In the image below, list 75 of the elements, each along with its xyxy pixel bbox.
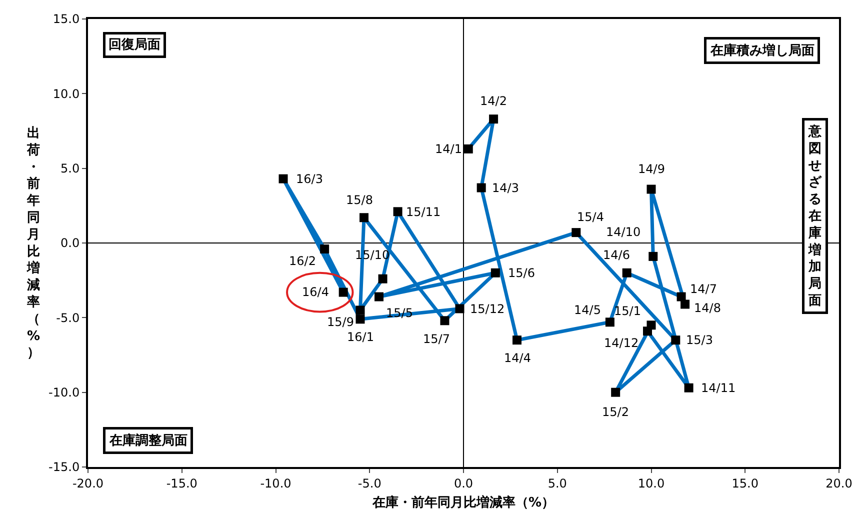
annotation: 回復局面 (108, 38, 160, 52)
annotation: 14/12 (604, 336, 639, 350)
x-axis-title: 在庫・前年同月比増減率（%） (371, 494, 555, 510)
point (646, 320, 656, 330)
x-tick-label: -10.0 (260, 476, 292, 490)
annotation: 14/6 (603, 248, 630, 262)
point (320, 244, 330, 254)
y-tick-label: -15.0 (48, 460, 80, 474)
text: 出荷・前年同月比増減率（%） (26, 126, 40, 361)
annotation: 14/1 (435, 142, 462, 156)
annotation: 15/9 (327, 315, 354, 329)
point (646, 184, 656, 194)
x-tick-label: -5.0 (358, 476, 382, 490)
x-tick-label: 15.0 (732, 476, 758, 490)
annotation: 14/4 (504, 351, 531, 365)
annotation: 15/4 (577, 210, 604, 224)
annotation: 16/3 (296, 172, 323, 186)
x-tick-label: -20.0 (72, 476, 104, 490)
annotation: 15/8 (346, 193, 373, 207)
annotation: 在庫積み増し局面 (710, 42, 814, 58)
annotation: 14/7 (690, 282, 717, 296)
annotation: 15/7 (423, 332, 450, 346)
point (455, 304, 464, 314)
annotation: 14/9 (638, 162, 665, 176)
annotation: 14/11 (701, 381, 736, 395)
point (338, 288, 348, 297)
point (572, 228, 581, 238)
point (393, 207, 402, 216)
y-tick-label: 15.0 (52, 12, 80, 26)
annotation: 14/8 (694, 301, 721, 315)
annotation: 14/10 (606, 225, 641, 239)
annotation: 14/5 (574, 303, 601, 317)
point (512, 336, 522, 345)
annotation: 16/2 (289, 254, 316, 268)
point (440, 316, 450, 326)
annotation: 16/4 (302, 285, 329, 299)
y-tick-label: 0.0 (60, 236, 80, 250)
x-tick-label: 10.0 (638, 476, 665, 490)
point (359, 213, 368, 222)
point (356, 306, 365, 315)
point (684, 383, 694, 392)
y-tick-label: -10.0 (48, 386, 80, 400)
x-tick-label: 5.0 (548, 476, 567, 490)
annotation: 15/5 (386, 306, 413, 320)
annotation: 14/2 (480, 94, 507, 108)
point (622, 268, 632, 278)
annotation: 15/2 (602, 405, 629, 419)
x-tick-label: -15.0 (166, 476, 198, 490)
annotation: 15/6 (508, 266, 535, 280)
text: 意図せざる在庫増加局面 (808, 124, 822, 308)
y-tick-label: -5.0 (56, 310, 80, 325)
y-tick-label: 10.0 (52, 86, 80, 101)
y-tick-label: 5.0 (60, 162, 80, 176)
point (378, 274, 388, 284)
point (611, 388, 620, 397)
point (464, 144, 473, 154)
point (671, 336, 680, 345)
annotation: 15/12 (470, 302, 505, 316)
point (680, 300, 690, 309)
annotation: 15/11 (406, 205, 441, 219)
annotation: 14/3 (492, 181, 519, 195)
point (489, 114, 498, 124)
point (374, 292, 384, 302)
x-tick-label: 20.0 (826, 476, 852, 490)
annotation: 在庫調整局面 (108, 432, 188, 448)
annotation: 15/1 (614, 304, 641, 318)
point (356, 314, 365, 324)
point (490, 268, 500, 278)
annotation: 15/3 (686, 333, 713, 347)
point (278, 174, 288, 184)
point (476, 183, 486, 192)
annotation: 16/1 (347, 330, 374, 344)
point (605, 318, 614, 327)
x-tick-label: 0.0 (454, 476, 474, 490)
point (648, 252, 658, 261)
